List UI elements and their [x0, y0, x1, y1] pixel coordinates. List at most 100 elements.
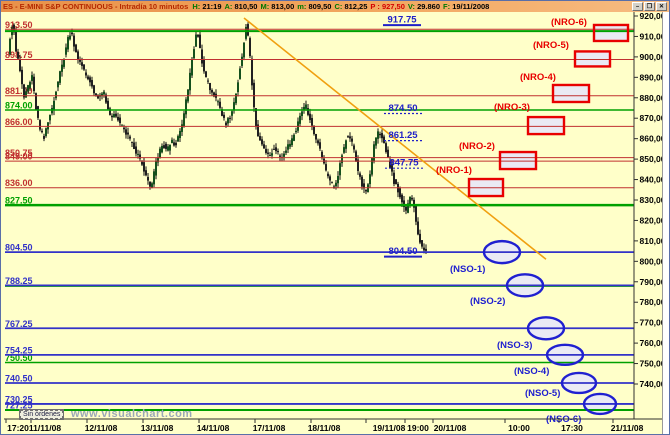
nro-zone-fill [528, 117, 564, 135]
level-label-730.25: 730.25 [5, 394, 33, 404]
x-tick-label: 20/11/08 [434, 423, 467, 433]
y-tick-label: 900,00 [640, 52, 666, 62]
nso-zone[interactable] [560, 371, 598, 395]
x-tick-label: 17:20 [7, 423, 29, 433]
minimize-button[interactable]: – [632, 2, 643, 11]
nso-zone-label: (NSO-2) [470, 296, 505, 307]
swing-label-874.50: 874.50 [388, 103, 417, 114]
stat-5: P : 927,50 [370, 2, 405, 11]
nro-zone-fill [575, 51, 610, 67]
stat-0: H: 21:19 [192, 2, 222, 11]
x-tick-label: 21/11/08 [611, 423, 644, 433]
zone-fills [469, 24, 628, 414]
level-label-881.00: 881.00 [5, 86, 33, 96]
level-label-750.50: 750.50 [5, 353, 33, 363]
x-tick-label: 11/11/08 [29, 423, 61, 433]
swing-label-917.75: 917.75 [387, 15, 417, 26]
stat-3: m: 809,50 [297, 2, 332, 11]
nro-zone[interactable] [467, 177, 505, 198]
x-tick-label: 14/11/08 [197, 423, 230, 433]
window-right-strip [662, 12, 669, 434]
x-tick-label: 19:00 [407, 423, 429, 433]
y-tick-label: 830,00 [640, 195, 666, 205]
nro-zone[interactable] [498, 150, 538, 171]
price-level-lines [5, 28, 634, 412]
y-tick-label: 740,00 [640, 379, 666, 389]
nro-zone-label: (NRO-6) [551, 17, 587, 28]
y-tick-label: 810,00 [640, 236, 666, 246]
y-tick-label: 750,00 [640, 359, 666, 369]
x-tick-label: 17/11/08 [253, 423, 286, 433]
stat-4: C: 812,25 [334, 2, 368, 11]
nso-zone-label: (NSO-1) [450, 264, 485, 275]
nso-zone[interactable] [482, 239, 522, 265]
y-tick-label: 840,00 [640, 175, 666, 185]
swing-label-847.75: 847.75 [389, 158, 419, 169]
nso-zone[interactable] [545, 343, 585, 367]
trendline [243, 17, 547, 260]
x-tick-label: 13/11/08 [141, 423, 174, 433]
nro-zone-fill [553, 84, 589, 102]
maximize-button[interactable]: ❐ [644, 2, 655, 11]
y-tick-label: 890,00 [640, 72, 666, 82]
nro-zone[interactable] [526, 115, 566, 136]
nro-zone-fill [594, 24, 628, 41]
nro-zone-label: (NRO-2) [459, 141, 495, 152]
nso-zone-label: (NSO-3) [497, 340, 532, 351]
stat-7: F: 19/11/2008 [443, 2, 490, 11]
visualchart-watermark: www.visualchart.com [71, 408, 193, 420]
y-tick-label: 870,00 [640, 113, 666, 123]
level-label-754.25: 754.25 [5, 345, 33, 355]
y-tick-label: 850,00 [640, 154, 666, 164]
nso-zone[interactable] [582, 392, 618, 416]
x-tick-label: 17:30 [561, 423, 583, 433]
nso-zone[interactable] [505, 273, 545, 298]
level-label-804.50: 804.50 [5, 243, 33, 253]
y-tick-label: 760,00 [640, 338, 666, 348]
level-label-788.25: 788.25 [5, 276, 33, 286]
nso-zone-label: (NSO-5) [525, 388, 560, 399]
nro-zone-label: (NRO-5) [533, 40, 569, 51]
nro-zone[interactable] [573, 50, 612, 68]
nro-zone-label: (NRO-3) [494, 102, 530, 113]
axes: 920,00 910,00 900,00 890,00 880,00 870,00 860,… [4, 11, 666, 433]
no-orders-button[interactable]: Sin órdenes [19, 409, 65, 420]
y-tick-label: 790,00 [640, 277, 666, 287]
y-tick-label: 780,00 [640, 297, 666, 307]
level-label-827.50: 827.50 [5, 196, 33, 206]
nro-zone[interactable] [551, 83, 591, 104]
instrument-title: ES - E-MINI S&P CONTINUOUS - Intradía 10… [3, 2, 189, 11]
swing-label-861.25: 861.25 [388, 130, 418, 141]
level-labels: 913.50898.75881.00866.00850.75849.00836.… [5, 20, 33, 411]
x-tick-label: 19/11/08 [373, 423, 406, 433]
titlebar: ES - E-MINI S&P CONTINUOUS - Intradía 10… [1, 1, 669, 12]
candles [9, 22, 427, 254]
close-button[interactable]: ✕ [656, 2, 667, 11]
y-tick-label: 920,00 [640, 11, 666, 21]
level-label-740.50: 740.50 [5, 373, 33, 383]
nro-zone-fill [500, 152, 536, 170]
stat-2: M: 813,00 [260, 2, 295, 11]
level-label-913.50: 913.50 [5, 20, 33, 30]
y-tick-label: 860,00 [640, 134, 666, 144]
level-label-836.00: 836.00 [5, 178, 33, 188]
x-tick-label: 12/11/08 [85, 423, 118, 433]
level-label-866.00: 866.00 [5, 117, 33, 127]
nro-zone-label: (NRO-1) [436, 165, 472, 176]
x-tick-label: 10:00 [508, 423, 530, 433]
nro-zone[interactable] [592, 23, 630, 43]
stat-6: V: 29.860 [407, 2, 441, 11]
y-tick-label: 800,00 [640, 256, 666, 266]
x-tick-label: 18/11/08 [308, 423, 341, 433]
level-label-850.75: 850.75 [5, 148, 33, 158]
level-label-727.25: 727.25 [5, 401, 33, 411]
y-tick-label: 770,00 [640, 318, 666, 328]
nro-zone-label: (NRO-4) [520, 72, 556, 83]
nso-zone[interactable] [526, 316, 566, 341]
level-label-767.25: 767.25 [5, 319, 33, 329]
y-tick-label: 820,00 [640, 215, 666, 225]
y-tick-label: 880,00 [640, 93, 666, 103]
